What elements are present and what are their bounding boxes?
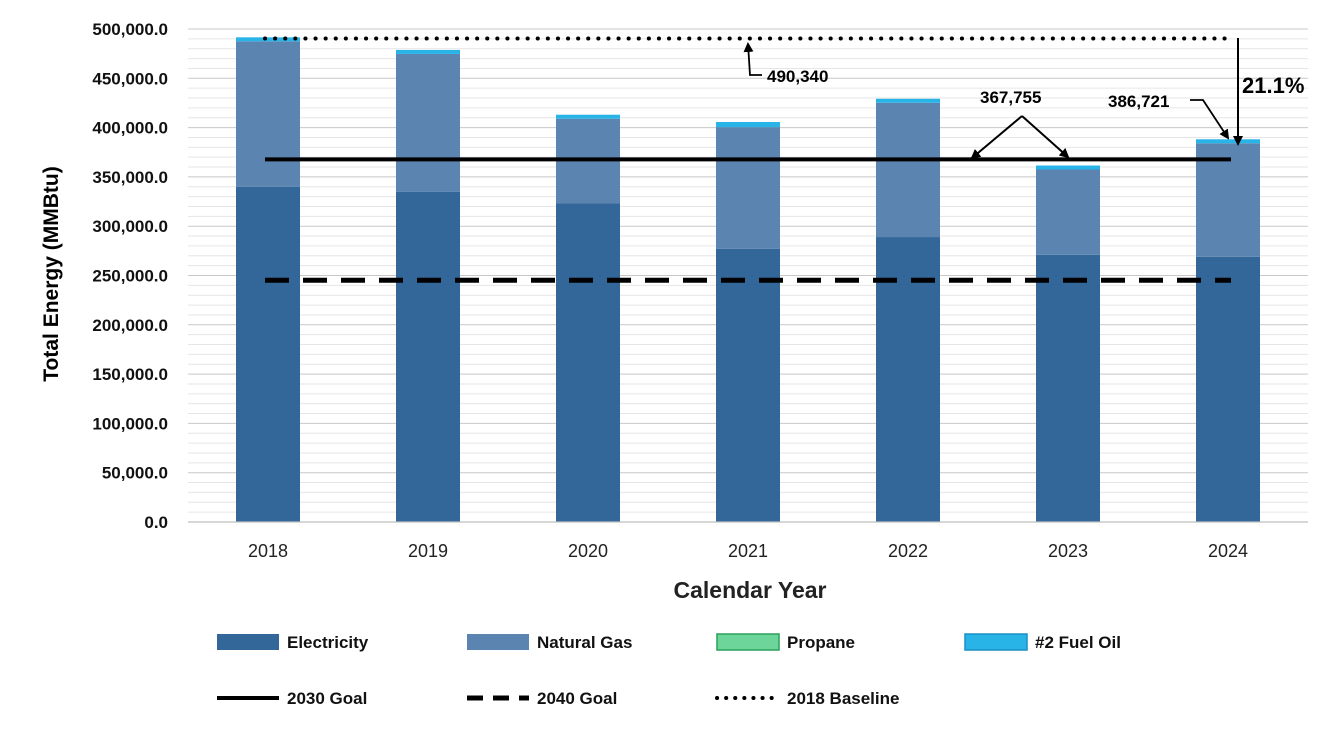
legend-label: Propane — [787, 633, 855, 652]
reduction-label: 21.1% — [1242, 73, 1304, 98]
y-tick-label: 500,000.0 — [92, 20, 168, 39]
x-tick-label: 2024 — [1208, 541, 1248, 561]
legend-label: 2040 Goal — [537, 689, 617, 708]
bar-electricity — [1196, 256, 1260, 522]
bar-2-fuel-oil — [556, 114, 620, 119]
legend-label: Electricity — [287, 633, 369, 652]
goal-label: 367,755 — [980, 88, 1041, 107]
bar-electricity — [396, 191, 460, 522]
y-tick-label: 50,000.0 — [102, 464, 168, 483]
bar-electricity — [236, 186, 300, 522]
x-tick-label: 2018 — [248, 541, 288, 561]
x-tick-label: 2023 — [1048, 541, 1088, 561]
legend-swatch — [964, 633, 1028, 651]
legend-label: #2 Fuel Oil — [1035, 633, 1121, 652]
bars — [236, 37, 1260, 523]
bar-natural-gas — [716, 127, 780, 249]
x-axis-title: Calendar Year — [673, 577, 826, 603]
y-tick-label: 300,000.0 — [92, 217, 168, 236]
legend-swatch — [467, 634, 529, 650]
axes: 0.0 50,000.0 100,000.0 150,000.0 200,000.0 25… — [92, 20, 1308, 561]
bar-natural-gas — [1196, 143, 1260, 257]
baseline-arrow — [743, 42, 762, 76]
legend: Electricity Natural Gas Propane #2 Fuel Oil… — [217, 633, 1121, 708]
legend-label: Natural Gas — [537, 633, 632, 652]
reference-lines — [263, 36, 1233, 283]
y-tick-label: 400,000.0 — [92, 119, 168, 138]
annotations: 490,340 367,755 386,721 21.1% — [743, 38, 1304, 160]
bar-natural-gas — [876, 102, 940, 238]
y-tick-label: 150,000.0 — [92, 365, 168, 384]
bar-2-fuel-oil — [716, 121, 780, 128]
legend-swatch — [716, 633, 780, 651]
legend-label: 2030 Goal — [287, 689, 367, 708]
x-tick-label: 2019 — [408, 541, 448, 561]
bar-2-fuel-oil — [236, 37, 300, 42]
legend-label: 2018 Baseline — [787, 689, 899, 708]
y-axis-title: Total Energy (MMBtu) — [40, 166, 63, 381]
x-tick-label: 2021 — [728, 541, 768, 561]
bar-electricity — [716, 248, 780, 523]
bar-electricity — [556, 203, 620, 522]
baseline-label: 490,340 — [767, 67, 828, 86]
y-tick-label: 250,000.0 — [92, 267, 168, 286]
bar-2-fuel-oil — [396, 49, 460, 54]
y-tick-label: 200,000.0 — [92, 316, 168, 335]
legend-swatch — [217, 634, 279, 650]
current-arrow — [1190, 99, 1230, 140]
x-tick-label: 2020 — [568, 541, 608, 561]
y-tick-label: 100,000.0 — [92, 414, 168, 433]
goal-arrow-left — [970, 115, 1023, 160]
x-tick-label: 2022 — [888, 541, 928, 561]
y-tick-label: 450,000.0 — [92, 69, 168, 88]
bar-electricity — [1036, 254, 1100, 522]
bar-natural-gas — [236, 41, 300, 187]
bar-natural-gas — [396, 53, 460, 192]
goal-arrow-right — [1021, 115, 1070, 159]
current-label: 386,721 — [1108, 92, 1169, 111]
bar-2-fuel-oil — [876, 98, 940, 103]
bar-natural-gas — [1036, 169, 1100, 255]
bar-2-fuel-oil — [1196, 139, 1260, 144]
y-tick-label: 0.0 — [144, 513, 168, 532]
bar-electricity — [876, 237, 940, 522]
bar-2-fuel-oil — [1036, 165, 1100, 170]
y-tick-label: 350,000.0 — [92, 168, 168, 187]
